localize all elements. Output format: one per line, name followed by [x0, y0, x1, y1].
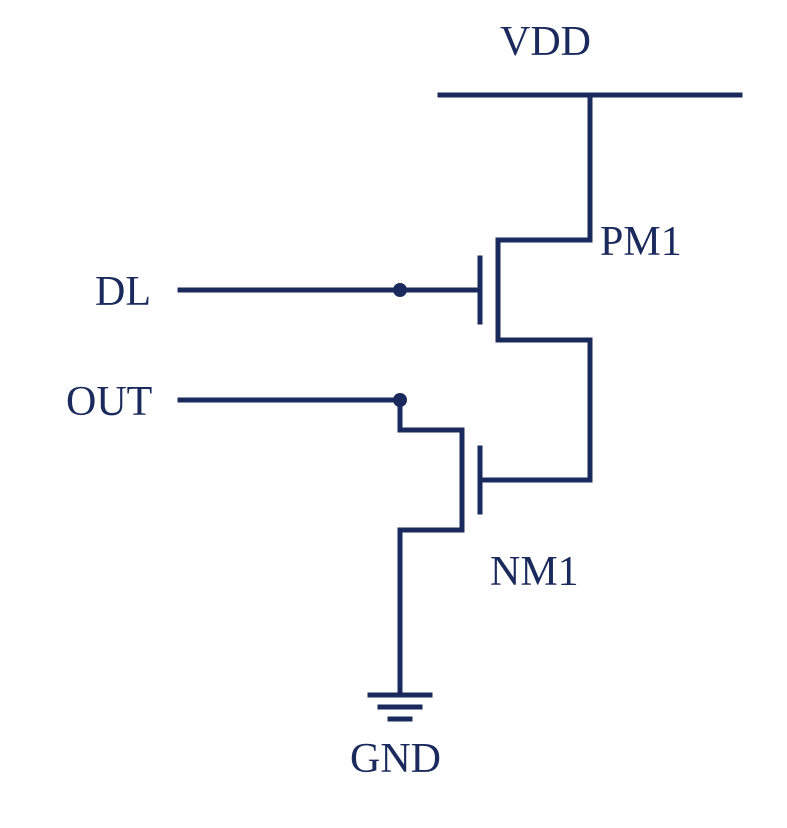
label-pm1: PM1 — [600, 218, 682, 266]
label-out: OUT — [66, 378, 152, 426]
label-dl: DL — [95, 268, 151, 316]
label-gnd: GND — [350, 735, 441, 783]
junction-1 — [393, 393, 407, 407]
label-vdd: VDD — [500, 18, 591, 66]
label-nm1: NM1 — [490, 548, 579, 596]
junction-0 — [393, 283, 407, 297]
